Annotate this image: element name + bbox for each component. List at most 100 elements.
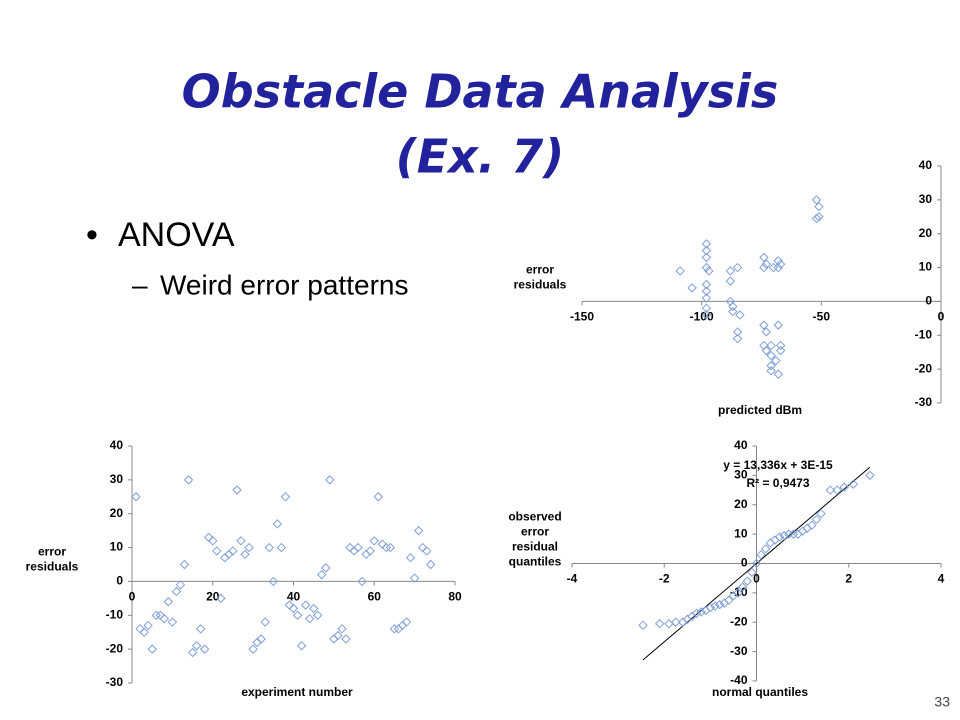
data-point [268,576,279,587]
y-tick-label: -20 [915,361,933,375]
data-point [401,617,412,627]
data-point [759,252,769,263]
y-axis-title: error [38,545,66,559]
data-point [147,644,157,654]
data-point [212,546,222,556]
data-point [811,514,822,525]
x-tick-label: 60 [368,590,382,604]
y-axis-title: residuals [514,278,567,292]
data-point [256,634,266,644]
data-point [131,492,141,502]
data-point [357,576,367,587]
data-point [779,530,789,541]
data-point [742,576,752,586]
data-point [732,327,743,337]
trendline-label: R² = 0,9473 [746,476,809,490]
y-tick-label: -30 [730,644,748,658]
data-point [675,266,685,276]
data-point [751,558,762,569]
y-tick-label: 20 [110,506,124,520]
y-tick-label: 10 [734,526,748,540]
y-tick-label: 0 [925,294,932,308]
data-point [701,303,712,313]
data-point [365,546,375,556]
data-point [735,310,745,320]
data-point [773,320,783,330]
title-line: Obstacle Data Analysis [182,65,779,119]
bullet-text: ANOVA [118,216,235,254]
data-point [865,470,875,481]
data-point [413,525,424,536]
data-point [766,340,776,351]
data-point [381,542,392,553]
data-point [848,479,859,489]
x-tick-label: -150 [570,310,594,324]
data-point [389,624,400,634]
y-axis-title: residual [512,540,558,554]
trendline [642,466,871,661]
y-tick-label: 30 [919,192,933,206]
data-point [701,293,712,303]
data-point [773,369,783,379]
data-point [705,602,716,613]
y-axis-title: quantiles [509,555,562,569]
data-point [385,542,396,553]
data-point [337,624,347,634]
x-tick-label: 40 [287,590,301,604]
x-tick-label: -50 [813,310,831,324]
x-tick-label: 0 [753,572,760,586]
data-point [248,644,258,654]
data-point [353,542,363,553]
data-point [825,485,836,495]
data-point [373,492,383,502]
data-point [725,266,736,276]
data-point [244,542,254,553]
data-point [664,619,674,629]
data-point [183,475,194,485]
data-point [701,245,712,256]
data-point [728,301,738,312]
data-point [728,306,738,317]
data-point [288,603,299,614]
data-point [272,519,283,529]
x-tick-label: -2 [659,572,670,586]
x-tick-label: -4 [567,572,578,586]
x-axis-title: predicted dBm [718,403,802,417]
data-point [654,619,665,629]
x-tick-label: 20 [206,590,220,604]
y-axis-title: error [521,525,549,539]
x-tick-label: 2 [845,572,852,586]
data-point [761,544,771,554]
y-tick-label: 30 [734,468,748,482]
x-tick-label: 80 [448,590,462,604]
data-point [292,610,303,620]
data-point [747,567,757,578]
sub-bullet-text: Weird error patterns [160,269,408,300]
data-point [191,641,202,651]
y-tick-label: -10 [730,585,748,599]
data-point [426,559,436,570]
data-point [766,361,776,371]
data-point [228,546,238,556]
trendline-label: y = 13,336x + 3E-15 [723,458,833,472]
data-point [814,201,824,212]
data-point [313,610,323,620]
data-point [725,276,736,286]
data-point [151,610,161,620]
page-number: 33 [934,694,950,710]
data-point [280,492,291,502]
data-point [766,366,776,376]
data-point [719,598,729,608]
data-point [756,549,766,560]
data-point [304,613,315,624]
y-tick-label: 40 [919,158,933,172]
data-point [761,327,771,337]
y-axis-title: residuals [26,560,79,574]
data-point [773,256,783,266]
data-point [175,580,186,590]
data-point [171,586,182,597]
data-point [671,617,681,627]
data-point [784,529,794,539]
data-point [802,523,812,533]
